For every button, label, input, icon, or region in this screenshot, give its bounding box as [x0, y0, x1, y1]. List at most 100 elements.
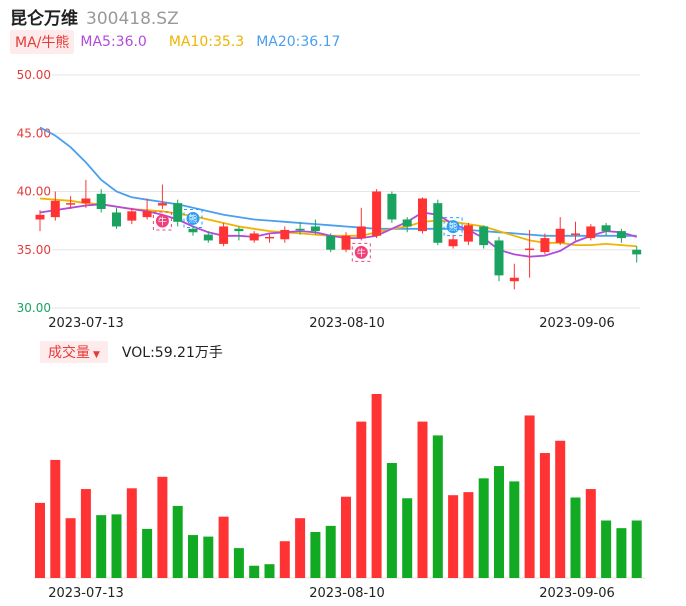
- volume-bar[interactable]: [279, 541, 290, 578]
- candle[interactable]: [234, 226, 244, 241]
- candle[interactable]: [555, 217, 565, 246]
- volume-bar[interactable]: [570, 497, 581, 579]
- volume-bar[interactable]: [80, 489, 91, 578]
- candle[interactable]: [632, 246, 642, 263]
- volume-bar[interactable]: [310, 532, 321, 578]
- price-date-axis: 2023-07-13 2023-08-10 2023-09-06: [48, 316, 615, 331]
- badge-label: 牛: [357, 247, 366, 259]
- volume-bar[interactable]: [157, 476, 168, 578]
- volume-bar[interactable]: [585, 489, 596, 578]
- volume-bar[interactable]: [295, 518, 306, 578]
- volume-bar[interactable]: [432, 435, 443, 578]
- candle-body: [341, 235, 351, 250]
- volume-bar[interactable]: [555, 440, 566, 578]
- volume-indicator-label: 成交量: [48, 345, 90, 361]
- volume-bar[interactable]: [264, 564, 275, 578]
- candle[interactable]: [433, 199, 443, 246]
- volume-bar[interactable]: [494, 466, 504, 578]
- volume-bar[interactable]: [65, 518, 76, 578]
- volume-bar[interactable]: [616, 528, 627, 578]
- volume-bar[interactable]: [172, 505, 183, 578]
- candle[interactable]: [509, 263, 519, 290]
- volume-bars[interactable]: [34, 394, 646, 579]
- candle[interactable]: [525, 229, 535, 278]
- volume-bar[interactable]: [341, 496, 351, 578]
- candle[interactable]: [326, 233, 336, 253]
- candle[interactable]: [280, 226, 290, 243]
- candle[interactable]: [35, 210, 45, 232]
- volume-bar[interactable]: [524, 415, 535, 578]
- candle[interactable]: [249, 231, 259, 243]
- candle[interactable]: [96, 189, 106, 213]
- candle[interactable]: [66, 196, 76, 209]
- candle[interactable]: [356, 207, 366, 241]
- volume-indicator-dropdown[interactable]: 成交量 ▼: [40, 341, 108, 363]
- volume-bar[interactable]: [249, 565, 260, 578]
- candle[interactable]: [387, 191, 397, 223]
- ma-toggle-button[interactable]: MA/牛熊: [10, 30, 75, 54]
- candle[interactable]: [494, 236, 504, 282]
- volume-bar[interactable]: [356, 421, 367, 578]
- volume-bar[interactable]: [478, 478, 489, 578]
- candle[interactable]: [295, 221, 305, 235]
- candle[interactable]: [402, 217, 412, 233]
- candle[interactable]: [265, 233, 274, 243]
- x-date-label: 2023-08-10: [309, 586, 385, 601]
- candle[interactable]: [540, 233, 550, 255]
- candle[interactable]: [463, 222, 473, 246]
- candle[interactable]: [112, 207, 121, 229]
- volume-bar[interactable]: [402, 498, 413, 578]
- candle[interactable]: [310, 219, 320, 235]
- volume-bar[interactable]: [509, 481, 520, 578]
- volume-bar[interactable]: [448, 495, 459, 578]
- candle[interactable]: [479, 225, 489, 249]
- candle[interactable]: [50, 191, 60, 221]
- price-grid: [52, 74, 640, 309]
- volume-bar[interactable]: [111, 514, 122, 578]
- volume-bar[interactable]: [188, 535, 198, 578]
- candle-body: [418, 198, 427, 232]
- volume-bar[interactable]: [539, 453, 550, 578]
- candle[interactable]: [586, 224, 596, 241]
- candlesticks[interactable]: [35, 179, 642, 290]
- volume-bar[interactable]: [126, 488, 137, 578]
- badge-frame: [152, 211, 172, 231]
- candle[interactable]: [127, 207, 137, 225]
- candle[interactable]: [418, 197, 427, 234]
- candle[interactable]: [372, 189, 382, 239]
- candle[interactable]: [81, 179, 91, 208]
- volume-bar[interactable]: [96, 515, 107, 578]
- volume-bar[interactable]: [203, 536, 214, 578]
- volume-bar[interactable]: [601, 520, 612, 579]
- candle-body: [173, 203, 183, 222]
- candle[interactable]: [448, 234, 458, 249]
- volume-bar[interactable]: [463, 492, 474, 578]
- badge-frame: [183, 208, 203, 228]
- candle[interactable]: [203, 231, 213, 243]
- badge-dot: [155, 214, 169, 228]
- volume-bar[interactable]: [142, 528, 153, 578]
- ma20-value: MA20:36.17: [256, 34, 341, 50]
- volume-bar[interactable]: [371, 394, 382, 578]
- ma5-value: MA5:36.0: [80, 34, 147, 50]
- volume-bar[interactable]: [417, 421, 428, 578]
- candle[interactable]: [601, 222, 611, 236]
- candle[interactable]: [571, 221, 580, 241]
- candle[interactable]: [219, 222, 229, 247]
- volume-bar[interactable]: [233, 548, 244, 578]
- volume-bar[interactable]: [35, 502, 45, 578]
- candle-body: [66, 203, 76, 205]
- candle[interactable]: [616, 228, 626, 243]
- volume-bar[interactable]: [631, 520, 642, 579]
- candle[interactable]: [173, 199, 183, 227]
- candle[interactable]: [157, 184, 167, 209]
- candle[interactable]: [341, 232, 351, 253]
- volume-bar[interactable]: [50, 459, 61, 578]
- volume-bar[interactable]: [386, 463, 397, 578]
- candle[interactable]: [188, 226, 198, 236]
- candle[interactable]: [142, 198, 152, 220]
- volume-bar[interactable]: [218, 516, 229, 578]
- volume-bar[interactable]: [325, 525, 336, 578]
- candle-body: [203, 234, 213, 241]
